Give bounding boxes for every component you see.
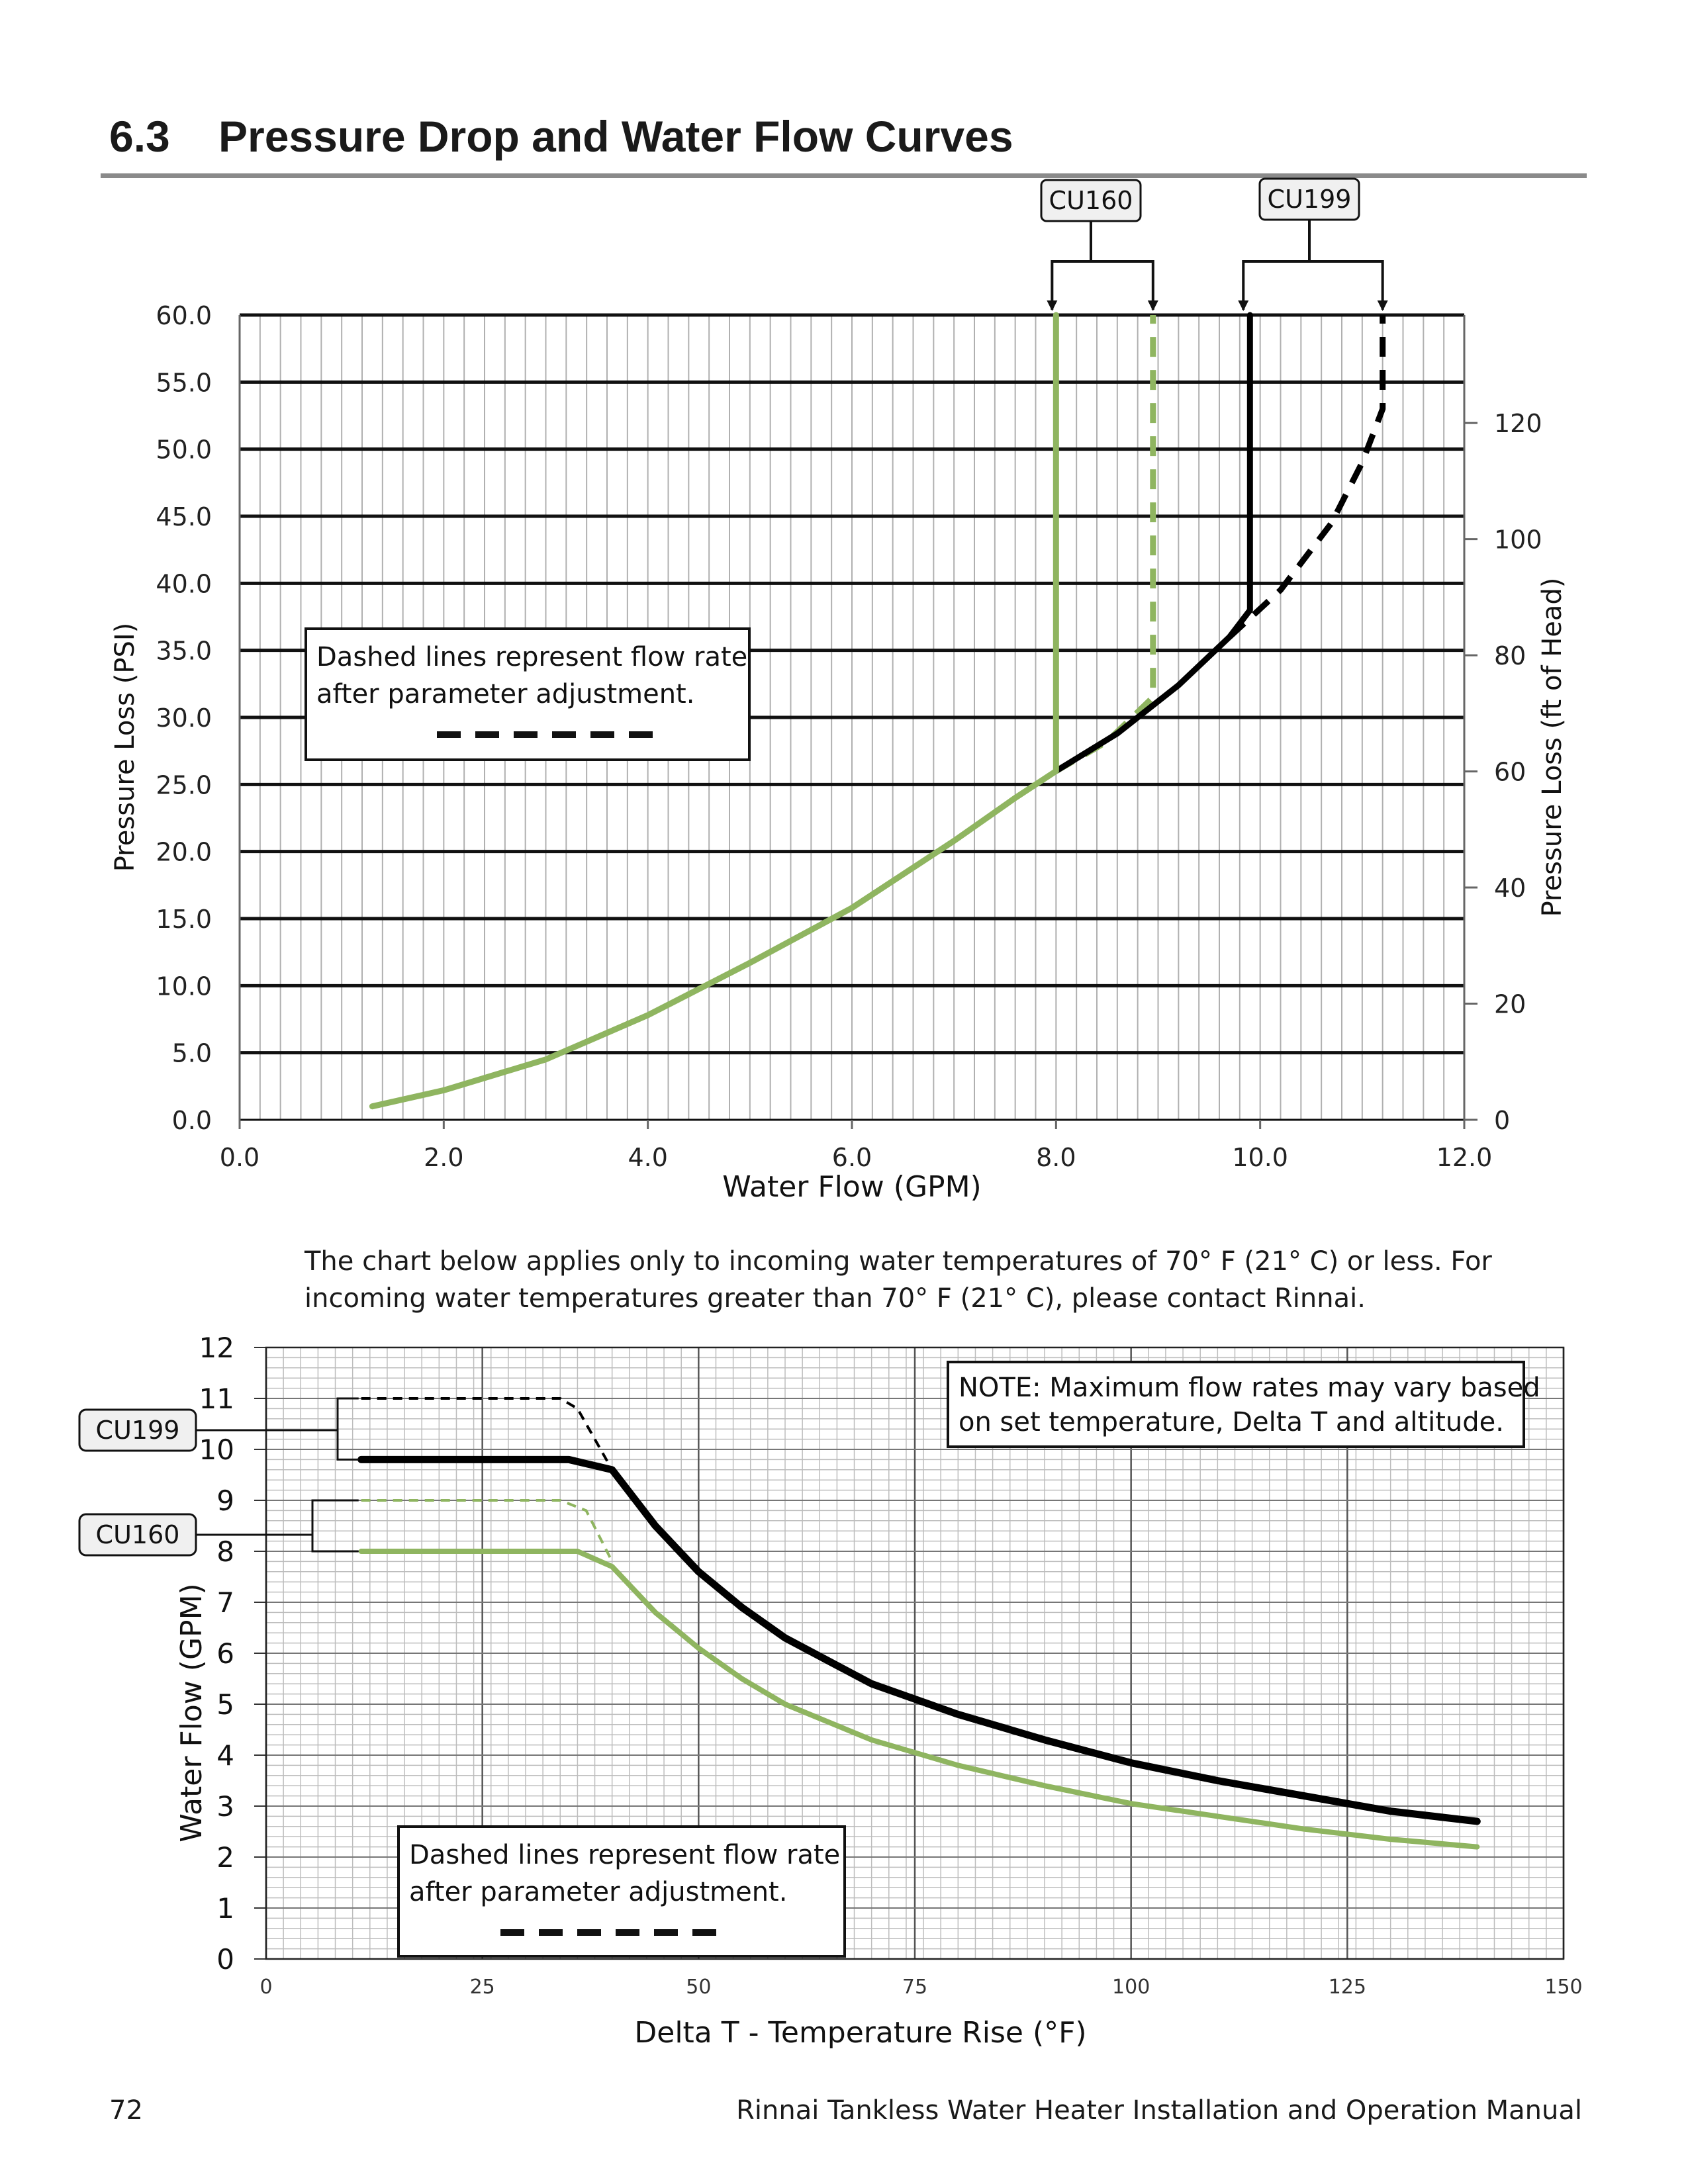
callout-arrow (1377, 300, 1388, 311)
callout-label-cu199: CU199 (1268, 185, 1352, 214)
x-tick-label: 150 (1544, 1976, 1582, 1999)
x-axis-label: Water Flow (GPM) (722, 1170, 981, 1204)
y-tick-label: 10.0 (156, 972, 212, 1001)
x-tick-label: 125 (1329, 1976, 1366, 1999)
y-tick-label: 25.0 (156, 770, 212, 799)
note-line: on set temperature, Delta T and altitude… (959, 1407, 1504, 1437)
note-line: NOTE: Maximum flow rates may vary based (959, 1373, 1540, 1403)
series-line-cu160-dashed (361, 1499, 614, 1563)
callout-label-cu160: CU160 (1049, 186, 1133, 215)
y-tick-label: 30.0 (156, 704, 212, 733)
series-line-cu199-dashed (361, 1397, 614, 1471)
series-line-cu199-solid (1053, 312, 1253, 774)
callout-bracket (1051, 260, 1154, 310)
x-tick-label: 10.0 (1232, 1143, 1288, 1172)
legend-note-line: after parameter adjustment. (409, 1877, 787, 1907)
page-number: 72 (109, 2095, 143, 2126)
y2-tick-label: 0 (1494, 1106, 1510, 1135)
y-tick-label: 60.0 (156, 301, 212, 330)
temperature-note: The chart below applies only to incoming… (305, 1246, 1492, 1314)
x-tick-label: 50 (686, 1976, 711, 1999)
x-tick-label: 0.0 (220, 1143, 259, 1172)
y-tick-label: 5 (216, 1688, 234, 1721)
y-tick-label: 0.0 (172, 1106, 212, 1135)
heading-rule (101, 173, 1587, 178)
y-tick-label: 7 (216, 1586, 234, 1619)
y2-axis-label: Pressure Loss (ft of Head) (1537, 578, 1568, 917)
y-tick-label: 3 (216, 1790, 234, 1823)
section-title: Pressure Drop and Water Flow Curves (218, 112, 1013, 161)
x-tick-label: 75 (902, 1976, 927, 1999)
y-tick-label: 10 (199, 1433, 234, 1466)
callout-bracket (1242, 260, 1384, 310)
x-axis-label: Delta T - Temperature Rise (°F) (634, 2016, 1086, 2050)
y-tick-label: 55.0 (156, 368, 212, 397)
y-tick-label: 50.0 (156, 435, 212, 465)
callout-label-cu199: CU199 (96, 1416, 180, 1445)
x-tick-label: 12.0 (1436, 1143, 1493, 1172)
y-tick-label: 40.0 (156, 569, 212, 598)
y-tick-label: 20.0 (156, 838, 212, 867)
y-tick-label: 6 (216, 1637, 234, 1670)
callout-arrow (1047, 300, 1058, 311)
footer-manual-title: Rinnai Tankless Water Heater Installatio… (736, 2095, 1582, 2126)
y-axis-label: Pressure Loss (PSI) (110, 623, 140, 872)
legend-note-line: Dashed lines represent flow rate (316, 642, 747, 672)
x-tick-label: 8.0 (1036, 1143, 1076, 1172)
y-tick-label: 4 (216, 1739, 234, 1772)
note-box (947, 1361, 1525, 1448)
series-line-cu160-solid (369, 312, 1059, 1110)
y-tick-label: 2 (216, 1841, 234, 1874)
y2-tick-label: 40 (1494, 874, 1526, 903)
y2-tick-label: 120 (1494, 409, 1542, 438)
y-tick-label: 9 (216, 1484, 234, 1517)
x-tick-label: 2.0 (424, 1143, 463, 1172)
y2-tick-label: 60 (1494, 758, 1526, 787)
legend-note-line: Dashed lines represent flow rate (409, 1840, 840, 1870)
x-tick-label: 6.0 (832, 1143, 872, 1172)
callout-bracket (311, 1499, 359, 1553)
y2-tick-label: 20 (1494, 990, 1526, 1019)
y-axis-label: Water Flow (GPM) (175, 1583, 209, 1842)
legend-note-line: after parameter adjustment. (316, 679, 694, 709)
y-tick-label: 5.0 (172, 1039, 212, 1068)
x-tick-label: 25 (470, 1976, 495, 1999)
x-tick-label: 4.0 (628, 1143, 667, 1172)
x-tick-label: 0 (259, 1976, 272, 1999)
y2-tick-label: 100 (1494, 525, 1542, 555)
callout-arrow (1147, 300, 1158, 311)
callout-arrow (1238, 300, 1249, 311)
y2-tick-label: 80 (1494, 641, 1526, 670)
y-tick-label: 45.0 (156, 502, 212, 531)
y-tick-label: 35.0 (156, 637, 212, 666)
y-tick-label: 12 (199, 1332, 234, 1364)
x-tick-label: 100 (1112, 1976, 1150, 1999)
y-tick-label: 1 (216, 1892, 234, 1925)
pressure-drop-chart: 0.0 5.0 10.0 15.0 20.0 25.0 30.0 35.0 40.0 45.0 50… (110, 177, 1568, 1204)
callout-label-cu160: CU160 (96, 1520, 180, 1549)
y-tick-label: 8 (216, 1535, 234, 1568)
y-tick-label: 0 (216, 1943, 234, 1976)
series-line-cu199-dashed (1227, 315, 1386, 639)
y-tick-label: 11 (199, 1383, 234, 1415)
section-heading: 6.3 Pressure Drop and Water Flow Curves (109, 111, 1013, 161)
plot-frame (265, 1346, 1565, 1960)
section-number: 6.3 (109, 112, 170, 161)
callout-bracket (336, 1397, 359, 1461)
series-line-cu199-solid (357, 1455, 1481, 1825)
y-tick-label: 15.0 (156, 905, 212, 934)
series-line-cu160-solid (358, 1549, 1480, 1850)
